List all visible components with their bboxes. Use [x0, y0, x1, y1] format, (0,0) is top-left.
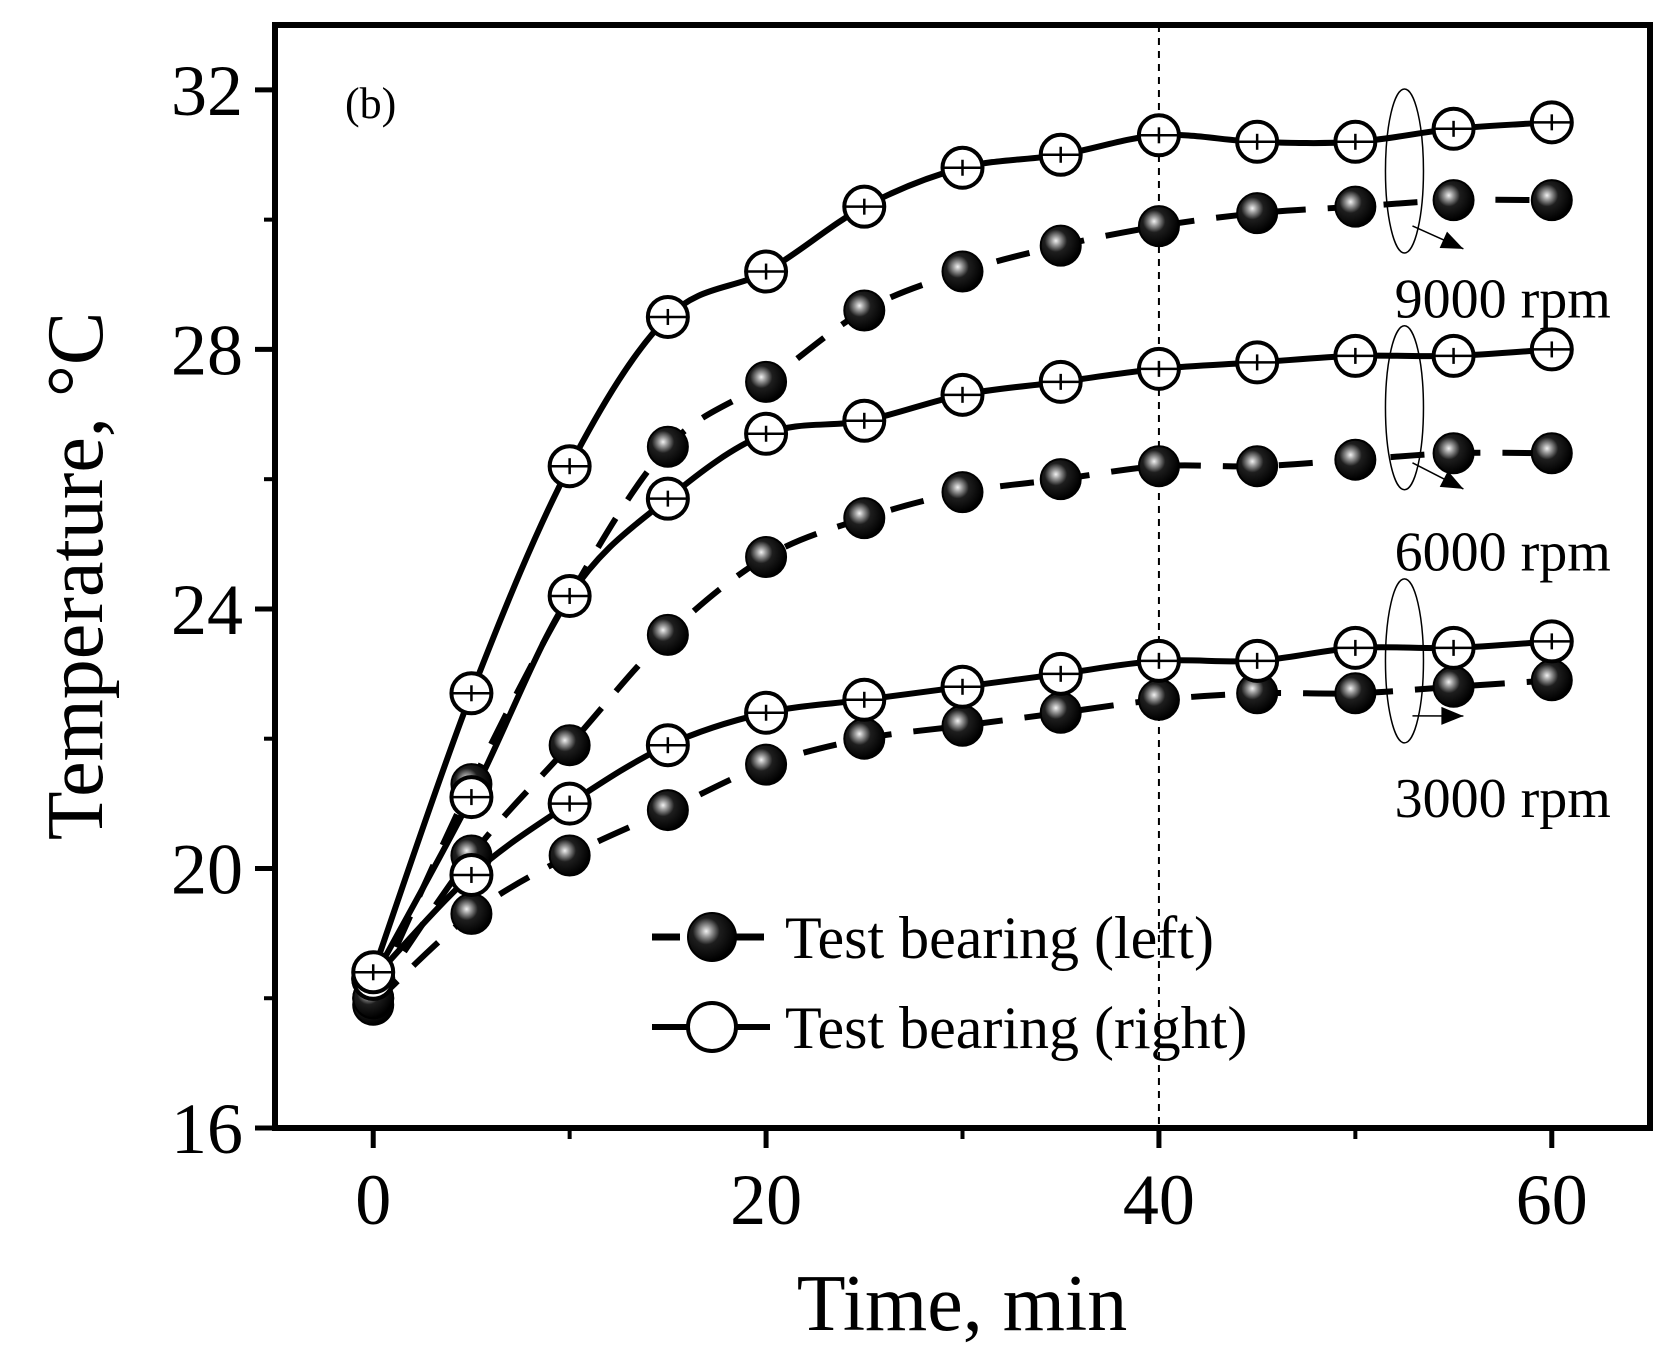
- data-point-left: [1039, 458, 1082, 501]
- data-point-left: [646, 613, 689, 656]
- y-tick-label: 32: [171, 51, 243, 131]
- data-point-left: [1236, 192, 1279, 235]
- speed-group-ellipse: [1384, 325, 1425, 491]
- data-point-left: [1137, 678, 1180, 721]
- data-point-right: [1038, 651, 1083, 696]
- data-point-left: [745, 536, 788, 579]
- annotation-arrow-head: [1439, 231, 1464, 249]
- data-point-left: [941, 471, 984, 514]
- speed-annotation-0: 9000 rpm: [1395, 269, 1611, 331]
- data-point-left: [1530, 432, 1573, 475]
- data-point-right: [1529, 619, 1574, 664]
- data-point-left: [646, 789, 689, 832]
- data-point-right: [1431, 333, 1476, 378]
- data-point-right: [351, 950, 396, 995]
- y-tick-label: 20: [171, 829, 243, 909]
- data-point-right: [1529, 100, 1574, 145]
- data-point-left: [450, 892, 493, 935]
- y-tick-label: 16: [171, 1089, 243, 1169]
- data-point-right: [1136, 638, 1181, 683]
- data-point-left: [941, 704, 984, 747]
- data-point-right: [449, 852, 494, 897]
- data-point-right: [940, 372, 985, 417]
- data-point-right: [744, 411, 789, 456]
- data-point-right: [1038, 132, 1083, 177]
- data-point-left: [843, 497, 886, 540]
- y-tick-label: 28: [171, 310, 243, 390]
- data-point-left: [1236, 445, 1279, 488]
- data-point-left: [1432, 432, 1475, 475]
- data-point-right: [1431, 625, 1476, 670]
- data-point-right: [744, 690, 789, 735]
- data-point-left: [843, 717, 886, 760]
- data-point-left: [843, 289, 886, 332]
- data-point-left: [1334, 438, 1377, 481]
- data-point-right: [449, 775, 494, 820]
- data-point-left: [1530, 659, 1573, 702]
- speed-annotation-1: 6000 rpm: [1395, 522, 1611, 584]
- data-point-right: [842, 398, 887, 443]
- data-point-right: [1333, 625, 1378, 670]
- legend-marker-left: [687, 912, 737, 962]
- data-point-right: [645, 723, 690, 768]
- x-tick-label: 60: [1516, 1160, 1588, 1240]
- x-tick-label: 0: [355, 1160, 391, 1240]
- x-tick-label: 20: [730, 1160, 802, 1240]
- data-point-right: [842, 677, 887, 722]
- data-point-right: [1235, 340, 1280, 385]
- x-tick-label: 40: [1123, 1160, 1195, 1240]
- data-point-right: [547, 573, 592, 618]
- series-line-4: [370, 196, 1552, 1000]
- speed-group-ellipse: [1384, 578, 1425, 744]
- data-point-left: [1137, 445, 1180, 488]
- legend: Test bearing (left) Test bearing (right): [652, 905, 1247, 1061]
- data-point-left: [548, 834, 591, 877]
- data-point-left: [1137, 205, 1180, 248]
- data-point-right: [744, 249, 789, 294]
- data-point-right: [645, 476, 690, 521]
- data-point-right: [1431, 106, 1476, 151]
- panel-label: (b): [345, 79, 396, 128]
- data-point-left: [1334, 185, 1377, 228]
- data-point-right: [1235, 638, 1280, 683]
- legend-label-right: Test bearing (right): [785, 995, 1247, 1061]
- speed-group-ellipse: [1384, 88, 1425, 254]
- data-point-right: [940, 145, 985, 190]
- data-point-right: [1333, 119, 1378, 164]
- speed-annotation-2: 3000 rpm: [1395, 768, 1611, 830]
- y-tick-label: 24: [171, 570, 243, 650]
- data-point-right: [1235, 119, 1280, 164]
- y-axis-title: Temperature, °C: [32, 312, 120, 840]
- data-point-right: [1136, 113, 1181, 158]
- series-line-3: [370, 346, 1553, 981]
- data-point-right: [842, 184, 887, 229]
- data-point-right: [645, 294, 690, 339]
- data-point-left: [1334, 672, 1377, 715]
- annotation-arrow-head: [1439, 470, 1464, 489]
- data-point-left: [745, 743, 788, 786]
- legend-marker-right: [686, 1001, 738, 1053]
- x-axis-title: Time, min: [797, 1260, 1127, 1348]
- data-point-right: [1529, 327, 1574, 372]
- data-point-left: [646, 425, 689, 468]
- series-line-5: [370, 119, 1553, 974]
- annotation-arrow-head: [1441, 706, 1464, 725]
- data-point-right: [1038, 359, 1083, 404]
- data-point-left: [941, 250, 984, 293]
- data-point-left: [1039, 224, 1082, 267]
- data-point-right: [1333, 333, 1378, 378]
- data-point-right: [940, 664, 985, 709]
- data-point-right: [547, 444, 592, 489]
- data-point-left: [548, 724, 591, 767]
- data-point-right: [449, 671, 494, 716]
- data-point-left: [1530, 179, 1573, 222]
- data-point-right: [547, 781, 592, 826]
- data-point-left: [1432, 179, 1475, 222]
- data-point-left: [1432, 665, 1475, 708]
- legend-label-left: Test bearing (left): [785, 905, 1214, 971]
- data-point-left: [1039, 691, 1082, 734]
- data-point-right: [1136, 346, 1181, 391]
- data-point-left: [745, 360, 788, 403]
